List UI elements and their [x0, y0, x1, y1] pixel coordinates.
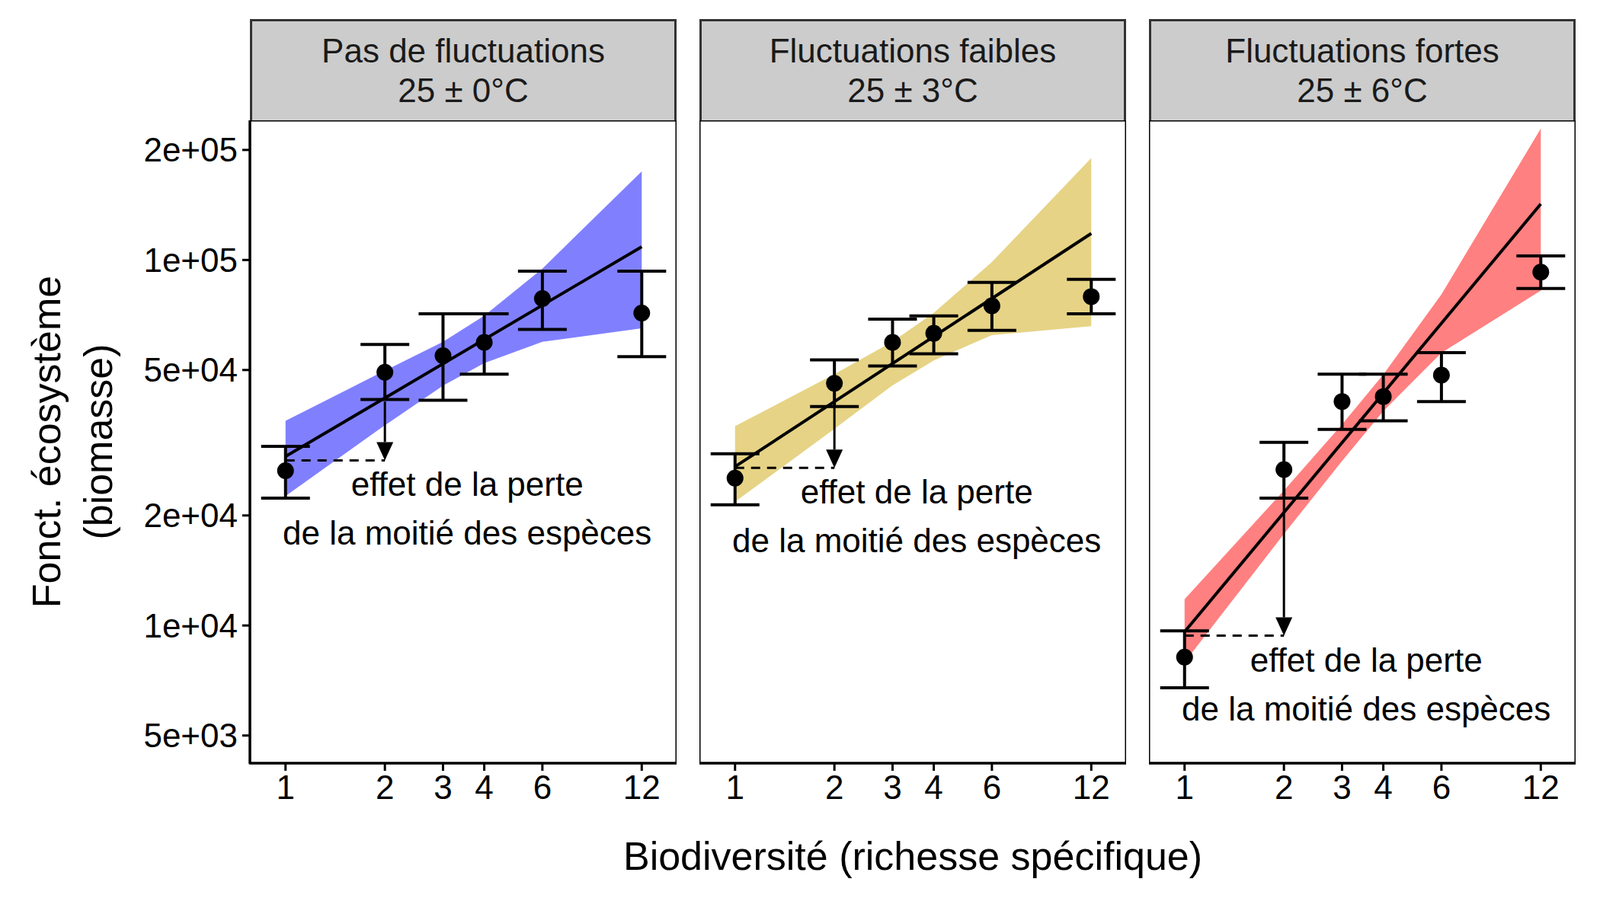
html-text:Fluctuations faibles: Fluctuations faibles: [769, 32, 1057, 70]
svg-text:6: 6: [982, 768, 1002, 807]
svg-text:4: 4: [1373, 768, 1392, 807]
svg-text:2: 2: [1274, 768, 1293, 807]
svg-text:4: 4: [474, 768, 493, 807]
svg-text:1e+04: 1e+04: [143, 607, 238, 645]
svg-text:1: 1: [276, 768, 295, 807]
svg-text:12: 12: [623, 768, 661, 807]
svg-text:effet de la perte: effet de la perte: [1250, 641, 1483, 679]
svg-text:2: 2: [825, 768, 844, 807]
svg-text:12: 12: [1522, 768, 1560, 807]
svg-text:5e+04: 5e+04: [143, 351, 238, 389]
svg-text:de la moitié des espèces: de la moitié des espèces: [282, 514, 652, 552]
html-text:25 ± 6°C: 25 ± 6°C: [1296, 71, 1428, 109]
svg-text:4: 4: [924, 768, 943, 807]
svg-text:2e+04: 2e+04: [143, 496, 238, 535]
svg-text:de la moitié des espèces: de la moitié des espèces: [1181, 690, 1551, 728]
svg-text:5e+03: 5e+03: [143, 716, 238, 755]
svg-text:3: 3: [433, 768, 452, 807]
svg-text:6: 6: [1432, 768, 1451, 807]
html-text:25 ± 0°C: 25 ± 0°C: [397, 71, 529, 109]
svg-text:6: 6: [533, 768, 552, 807]
svg-text:effet de la perte: effet de la perte: [351, 465, 584, 503]
svg-text:2: 2: [375, 768, 394, 807]
html-text:25 ± 3°C: 25 ± 3°C: [847, 71, 979, 109]
svg-text:1: 1: [1175, 768, 1194, 807]
svg-text:effet de la perte: effet de la perte: [800, 473, 1034, 511]
html-text:Fonct. écosystème (biomasse): Fonct. écosystème (biomasse): [24, 275, 121, 609]
svg-text:de la moitié des espèces: de la moitié des espèces: [732, 521, 1101, 560]
html-text:Fluctuations fortes: Fluctuations fortes: [1225, 32, 1500, 70]
html-text:Pas de fluctuations: Pas de fluctuations: [321, 32, 605, 70]
svg-text:3: 3: [1332, 768, 1351, 807]
svg-text:3: 3: [883, 768, 902, 807]
svg-text:1: 1: [726, 768, 745, 807]
svg-text:1e+05: 1e+05: [143, 241, 238, 279]
svg-text:2e+05: 2e+05: [143, 131, 238, 169]
html-text:Biodiversité (richesse spécifi: Biodiversité (richesse spécifique): [623, 834, 1203, 879]
svg-text:12: 12: [1072, 768, 1111, 807]
